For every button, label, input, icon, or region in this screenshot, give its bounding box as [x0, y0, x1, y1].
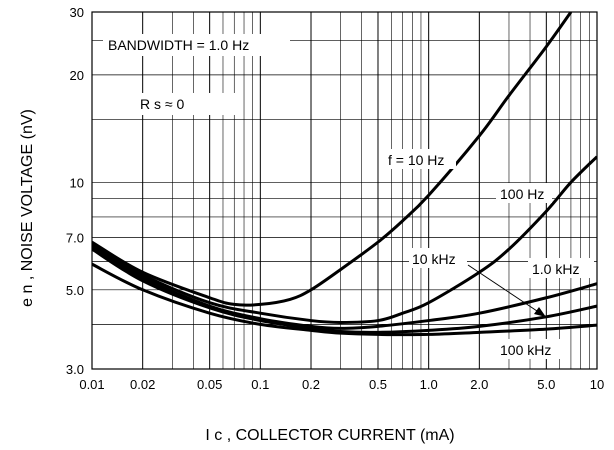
label-bg-100hz	[496, 183, 552, 203]
x-axis-label: I c , COLLECTOR CURRENT (mA)	[205, 427, 454, 444]
curve-label-10hz: f = 10 Hz	[388, 152, 444, 168]
y-tick-label: 20	[70, 68, 84, 83]
series-line-4	[92, 262, 597, 337]
x-tick-label: 0.5	[369, 377, 387, 392]
series-line-2	[92, 245, 597, 330]
series-line-3	[92, 247, 597, 334]
y-tick-label: 5.0	[66, 283, 84, 298]
major-gridlines	[91, 12, 547, 369]
y-tick-label: 3.0	[66, 362, 84, 377]
curve-label-1khz: 1.0 kHz	[532, 261, 579, 277]
series-line-0	[92, 12, 573, 307]
x-tick-label: 2.0	[470, 377, 488, 392]
pointer-arrowhead	[534, 307, 546, 317]
x-tick-labels: 0.01 0.02 0.05 0.1 0.2 0.5 1.0 2.0 5.0 10	[79, 377, 604, 392]
bandwidth-label-bg	[103, 34, 290, 56]
x-tick-label: 0.01	[79, 377, 104, 392]
x-tick-label: 0.2	[302, 377, 320, 392]
y-axis-label: e n , NOISE VOLTAGE (nV)	[19, 109, 36, 307]
rs-annotation: R s ≈ 0	[140, 96, 184, 112]
x-tick-label: 0.02	[130, 377, 155, 392]
label-bg-10hz	[384, 149, 456, 169]
curve-label-100khz: 100 kHz	[500, 342, 551, 358]
x-tick-label: 5.0	[537, 377, 555, 392]
x-tick-label: 1.0	[420, 377, 438, 392]
series-line-1	[92, 155, 597, 324]
y-tick-label: 30	[70, 5, 84, 20]
y-tick-labels: 3.0 5.0 7.0 10 20 30	[66, 5, 84, 377]
y-tick-label: 7.0	[66, 231, 84, 246]
label-bg-10khz	[409, 248, 467, 268]
bandwidth-annotation: BANDWIDTH = 1.0 Hz	[108, 37, 249, 53]
curve-label-10khz: 10 kHz	[412, 251, 456, 267]
rs-label-bg	[136, 93, 236, 115]
x-tick-label: 0.05	[197, 377, 222, 392]
label-bg-1khz	[528, 258, 594, 278]
label-bg-100khz	[496, 339, 564, 359]
y-tick-label: 10	[70, 175, 84, 190]
pointer-arrow-line	[467, 264, 541, 314]
series-lines	[92, 12, 597, 337]
plot-frame	[91, 11, 598, 370]
x-tick-label: 10	[590, 377, 604, 392]
curve-label-100hz: 100 Hz	[500, 186, 544, 202]
x-tick-label: 0.1	[251, 377, 269, 392]
